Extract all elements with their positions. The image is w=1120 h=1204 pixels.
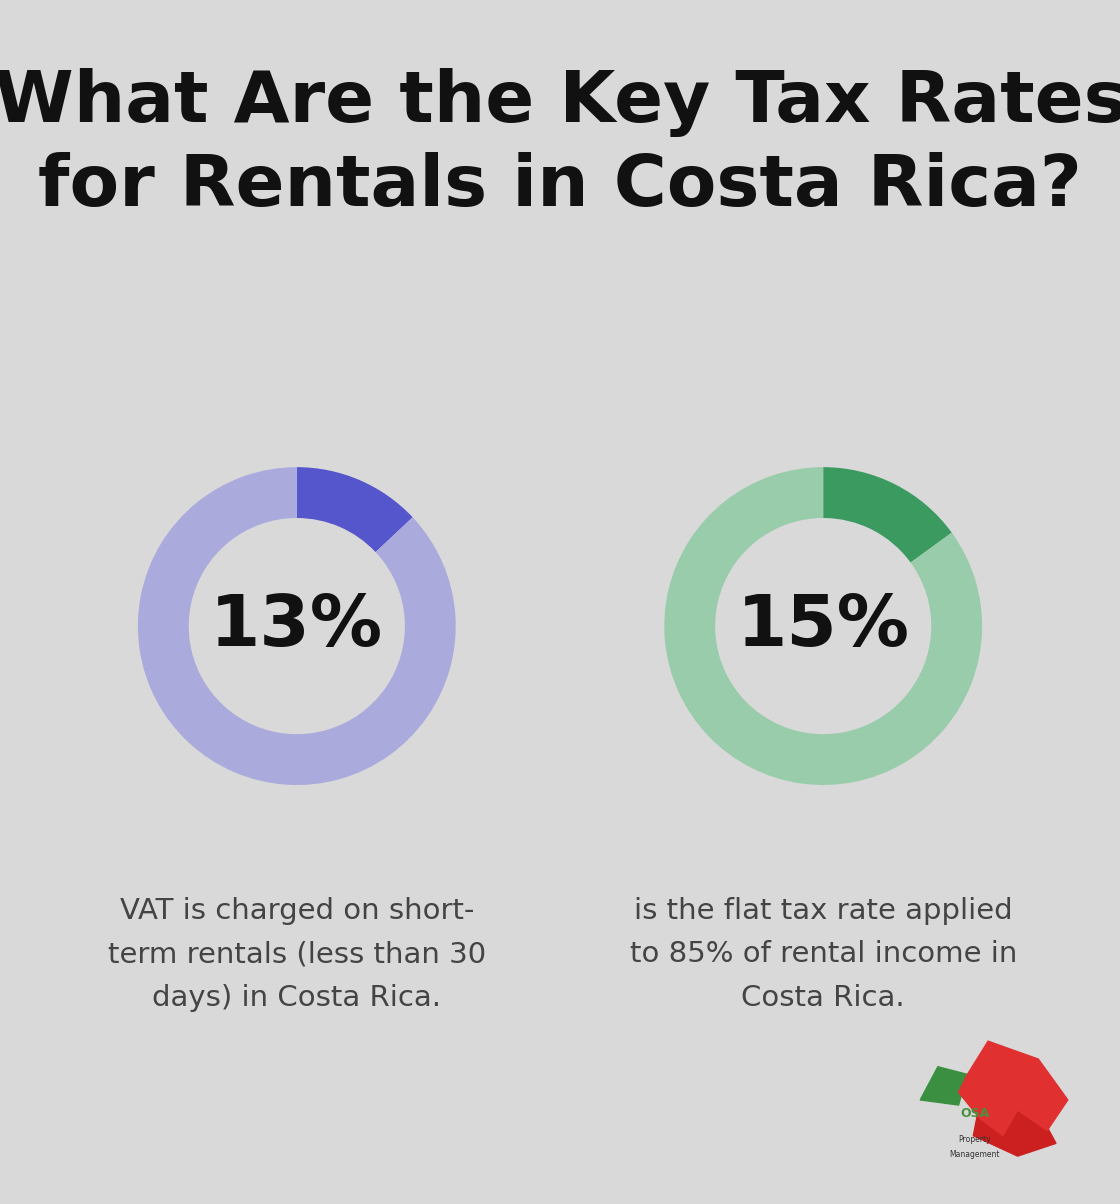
Wedge shape <box>664 467 982 785</box>
Wedge shape <box>297 467 412 553</box>
Text: 15%: 15% <box>737 591 909 661</box>
Text: Property: Property <box>959 1134 991 1144</box>
Text: is the flat tax rate applied
to 85% of rental income in
Costa Rica.: is the flat tax rate applied to 85% of r… <box>629 897 1017 1011</box>
Wedge shape <box>823 467 952 562</box>
Text: What Are the Key Tax Rates: What Are the Key Tax Rates <box>0 67 1120 137</box>
Polygon shape <box>921 1067 968 1105</box>
Text: for Rentals in Costa Rica?: for Rentals in Costa Rica? <box>38 152 1082 222</box>
Polygon shape <box>973 1100 1056 1156</box>
Text: VAT is charged on short-
term rentals (less than 30
days) in Costa Rica.: VAT is charged on short- term rentals (l… <box>108 897 486 1011</box>
Wedge shape <box>138 467 456 785</box>
Text: 13%: 13% <box>211 591 383 661</box>
Text: Management: Management <box>950 1150 1000 1158</box>
Text: OSA: OSA <box>960 1108 989 1120</box>
Polygon shape <box>959 1041 1067 1135</box>
